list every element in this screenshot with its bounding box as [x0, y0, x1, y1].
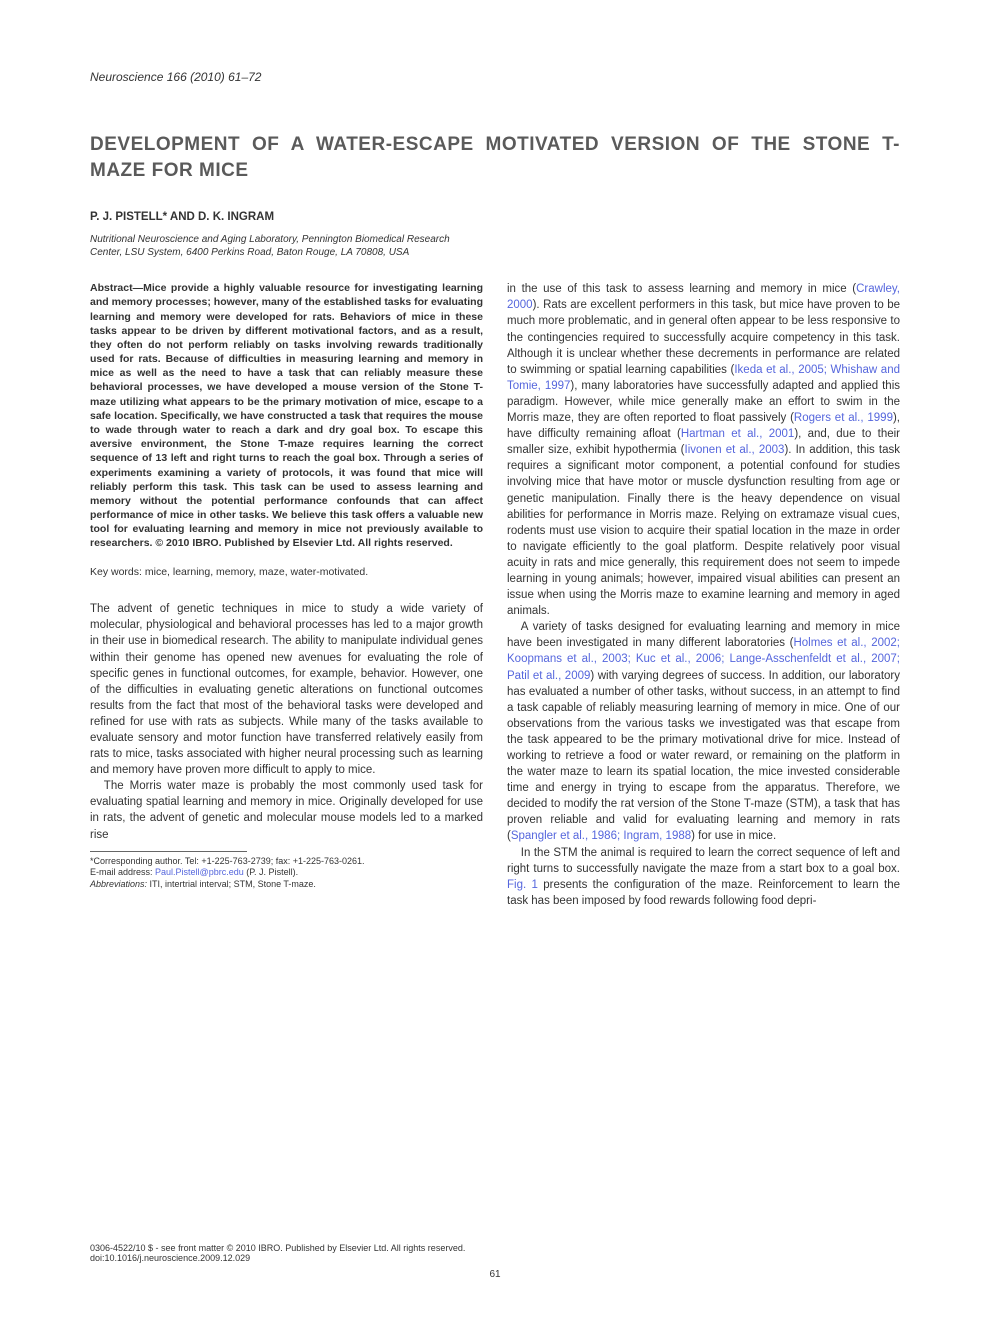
journal-name: Neuroscience	[90, 70, 163, 84]
abbrev-label: Abbreviations:	[90, 879, 147, 889]
author-affiliation: Nutritional Neuroscience and Aging Labor…	[90, 233, 479, 259]
body-paragraph: A variety of tasks designed for evaluati…	[507, 619, 900, 844]
text-run: in the use of this task to assess learni…	[507, 283, 856, 295]
copyright-line: 0306-4522/10 $ - see front matter © 2010…	[90, 1243, 900, 1253]
body-paragraph: In the STM the animal is required to lea…	[507, 845, 900, 909]
email-line: E-mail address: Paul.Pistell@pbrc.edu (P…	[90, 867, 483, 879]
author-list: P. J. PISTELL* AND D. K. INGRAM	[90, 211, 900, 223]
keywords-line: Key words: mice, learning, memory, maze,…	[90, 565, 483, 580]
abstract-text: Abstract—Mice provide a highly valuable …	[90, 281, 483, 550]
abbreviations-line: Abbreviations: ITI, intertrial interval;…	[90, 879, 483, 891]
page-footer: 0306-4522/10 $ - see front matter © 2010…	[90, 1243, 900, 1280]
two-column-layout: Abstract—Mice provide a highly valuable …	[90, 281, 900, 909]
citation-link[interactable]: Spangler et al., 1986; Ingram, 1988	[511, 830, 691, 842]
left-column: Abstract—Mice provide a highly valuable …	[90, 281, 483, 909]
abbrev-text: ITI, intertrial interval; STM, Stone T-m…	[147, 879, 316, 889]
page-number: 61	[90, 1269, 900, 1280]
body-paragraph: in the use of this task to assess learni…	[507, 281, 900, 619]
footnote-divider	[90, 851, 247, 852]
email-label: E-mail address:	[90, 867, 155, 877]
text-run: ). In addition, this task requires a sig…	[507, 444, 900, 617]
journal-citation: Neuroscience 166 (2010) 61–72	[90, 70, 900, 84]
citation-link[interactable]: Hartman et al., 2001	[681, 428, 794, 440]
email-tail: (P. J. Pistell).	[244, 867, 298, 877]
text-run: ) with varying degrees of success. In ad…	[507, 670, 900, 843]
keywords-label: Key words:	[90, 566, 142, 578]
keywords-values: mice, learning, memory, maze, water-moti…	[145, 566, 368, 578]
doi-line: doi:10.1016/j.neuroscience.2009.12.029	[90, 1253, 900, 1263]
figure-link[interactable]: Fig. 1	[507, 879, 538, 891]
text-run: presents the configuration of the maze. …	[507, 879, 900, 907]
citation-link[interactable]: Rogers et al., 1999	[794, 412, 893, 424]
email-link[interactable]: Paul.Pistell@pbrc.edu	[155, 867, 244, 877]
text-run: ) for use in mice.	[691, 830, 776, 842]
right-column: in the use of this task to assess learni…	[507, 281, 900, 909]
journal-volume: 166 (2010) 61–72	[167, 70, 262, 84]
citation-link[interactable]: Iivonen et al., 2003	[685, 444, 785, 456]
footnote-block: *Corresponding author. Tel: +1-225-763-2…	[90, 856, 483, 891]
corresponding-author: *Corresponding author. Tel: +1-225-763-2…	[90, 856, 483, 868]
body-paragraph: The advent of genetic techniques in mice…	[90, 601, 483, 778]
body-paragraph: The Morris water maze is probably the mo…	[90, 778, 483, 842]
article-title: DEVELOPMENT OF A WATER-ESCAPE MOTIVATED …	[90, 132, 900, 183]
text-run: In the STM the animal is required to lea…	[507, 847, 900, 875]
